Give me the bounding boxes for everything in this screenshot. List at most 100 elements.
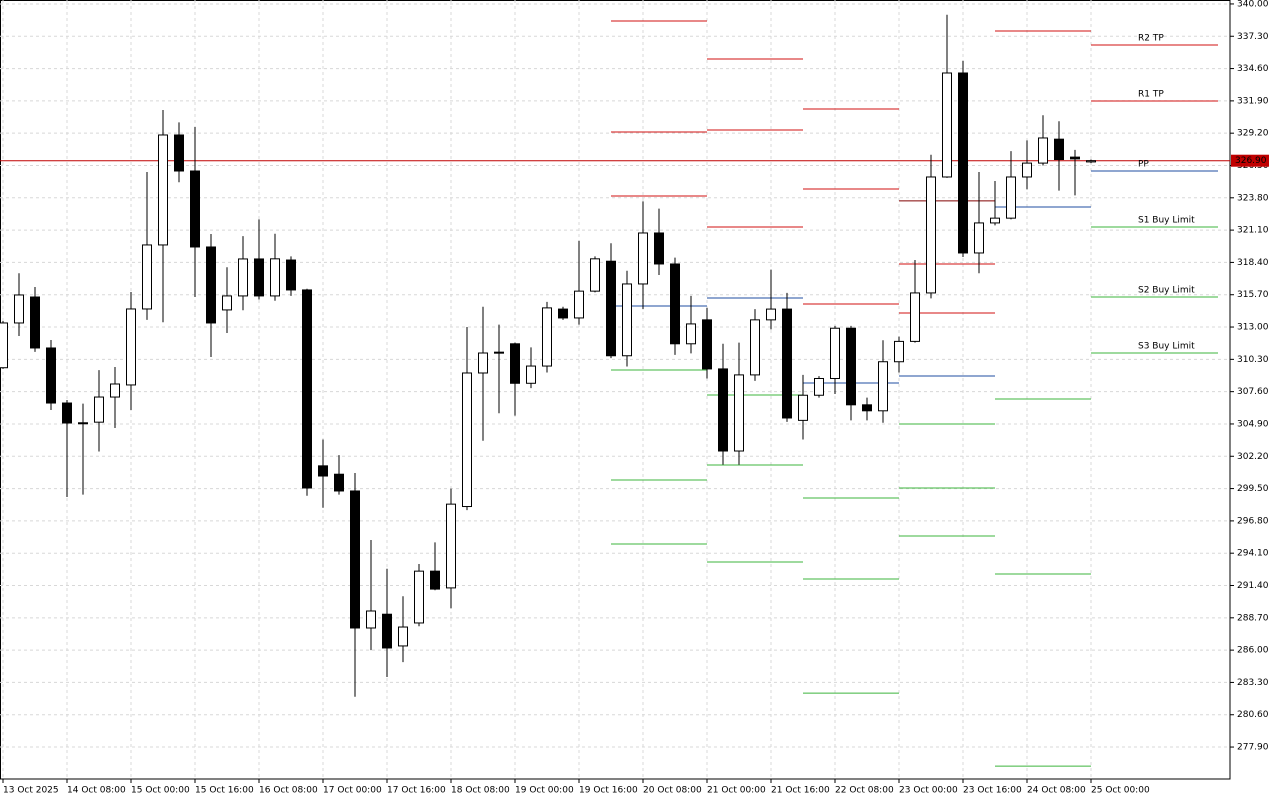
x-tick-label: 23 Oct 00:00 bbox=[899, 786, 958, 796]
candle-body bbox=[1038, 137, 1048, 164]
y-tick-label: 318.40 bbox=[1237, 258, 1269, 268]
candle-body bbox=[574, 290, 584, 319]
candle-body bbox=[382, 613, 392, 649]
y-tick-label: 310.30 bbox=[1237, 355, 1269, 365]
y-tick-label: 280.60 bbox=[1237, 710, 1269, 720]
y-tick-label: 329.20 bbox=[1237, 129, 1269, 139]
candle-body bbox=[462, 372, 472, 508]
y-tick-label: 334.60 bbox=[1237, 64, 1269, 74]
candle-body bbox=[926, 176, 936, 294]
y-tick-label: 299.50 bbox=[1237, 484, 1269, 494]
y-tick-label: 307.60 bbox=[1237, 387, 1269, 397]
candle-body bbox=[894, 340, 904, 363]
candle-body bbox=[526, 365, 536, 384]
candle-body bbox=[30, 296, 40, 349]
x-tick-label: 14 Oct 08:00 bbox=[67, 786, 126, 796]
candle-body bbox=[254, 258, 264, 297]
candle-body bbox=[334, 473, 344, 492]
y-tick-label: 294.10 bbox=[1237, 549, 1269, 559]
x-tick-label: 18 Oct 08:00 bbox=[451, 786, 510, 796]
x-tick-label: 20 Oct 08:00 bbox=[643, 786, 702, 796]
y-tick-label: 323.80 bbox=[1237, 193, 1269, 203]
candle-body bbox=[606, 260, 616, 357]
candle-body bbox=[190, 170, 200, 248]
candle-body bbox=[414, 570, 424, 624]
x-tick-label: 19 Oct 00:00 bbox=[515, 786, 574, 796]
candle-body bbox=[270, 258, 280, 297]
candle-body bbox=[542, 307, 552, 367]
candle-body bbox=[974, 222, 984, 254]
plot-frame bbox=[0, 0, 1231, 780]
candle-body bbox=[78, 422, 88, 425]
candle-body bbox=[670, 263, 680, 345]
candle-body bbox=[350, 490, 360, 629]
y-tick-label: 302.20 bbox=[1237, 452, 1269, 462]
candle-body bbox=[0, 322, 8, 369]
candle-body bbox=[62, 402, 72, 424]
current-price-label: 326.90 bbox=[1235, 156, 1267, 166]
y-tick-label: 296.80 bbox=[1237, 516, 1269, 526]
x-tick-label: 17 Oct 00:00 bbox=[323, 786, 382, 796]
y-tick-label: 321.10 bbox=[1237, 226, 1269, 236]
current-price-tag bbox=[1231, 154, 1269, 167]
candle-body bbox=[750, 319, 760, 376]
y-tick-label: 313.00 bbox=[1237, 323, 1269, 333]
candle-body bbox=[734, 374, 744, 452]
candle-body bbox=[430, 570, 440, 590]
candle-body bbox=[174, 134, 184, 172]
candle-body bbox=[910, 292, 920, 342]
candle-body bbox=[654, 232, 664, 265]
candle-body bbox=[110, 383, 120, 398]
pivot-label: S1 Buy Limit bbox=[1138, 215, 1195, 225]
candle-body bbox=[958, 72, 968, 254]
candle-body bbox=[206, 246, 216, 324]
candle-body bbox=[366, 610, 376, 629]
y-tick-label: 288.70 bbox=[1237, 613, 1269, 623]
candle-body bbox=[1054, 138, 1064, 161]
x-tick-label: 15 Oct 16:00 bbox=[195, 786, 254, 796]
x-tick-label: 19 Oct 16:00 bbox=[579, 786, 638, 796]
candle-body bbox=[318, 465, 328, 477]
x-tick-label: 21 Oct 16:00 bbox=[771, 786, 830, 796]
candle-body bbox=[1070, 156, 1080, 160]
candle-body bbox=[1086, 160, 1096, 163]
candle-body bbox=[238, 258, 248, 297]
x-tick-label: 16 Oct 08:00 bbox=[259, 786, 318, 796]
y-tick-label: 315.70 bbox=[1237, 290, 1269, 300]
candle-body bbox=[1022, 162, 1032, 178]
candle-body bbox=[158, 134, 168, 246]
x-tick-label: 13 Oct 2025 bbox=[3, 786, 59, 796]
candle-body bbox=[878, 361, 888, 412]
candle-body bbox=[558, 308, 568, 319]
candle-body bbox=[286, 259, 296, 291]
candle-body bbox=[142, 244, 152, 310]
candle-body bbox=[942, 72, 952, 178]
candle-body bbox=[302, 289, 312, 489]
candle-body bbox=[798, 394, 808, 421]
candle-body bbox=[446, 503, 456, 589]
candle-body bbox=[702, 319, 712, 370]
candle-body bbox=[494, 351, 504, 354]
x-tick-label: 21 Oct 00:00 bbox=[707, 786, 766, 796]
y-tick-label: 277.90 bbox=[1237, 743, 1269, 753]
candle-body bbox=[846, 327, 856, 406]
x-tick-label: 23 Oct 16:00 bbox=[963, 786, 1022, 796]
candle-body bbox=[398, 626, 408, 647]
candle-body bbox=[94, 396, 104, 423]
y-tick-label: 340.00 bbox=[1237, 0, 1269, 9]
candle-body bbox=[14, 294, 24, 324]
x-tick-label: 25 Oct 00:00 bbox=[1091, 786, 1150, 796]
candle-body bbox=[590, 258, 600, 292]
candle-body bbox=[46, 347, 56, 404]
candle-body bbox=[990, 217, 1000, 224]
y-tick-label: 286.00 bbox=[1237, 646, 1269, 656]
candle-body bbox=[622, 283, 632, 357]
candle-body bbox=[222, 295, 232, 311]
y-tick-label: 304.90 bbox=[1237, 419, 1269, 429]
candle-body bbox=[638, 232, 648, 285]
candle-body bbox=[766, 308, 776, 321]
x-tick-label: 24 Oct 08:00 bbox=[1027, 786, 1086, 796]
candle-body bbox=[478, 352, 488, 374]
candle-body bbox=[814, 377, 824, 396]
